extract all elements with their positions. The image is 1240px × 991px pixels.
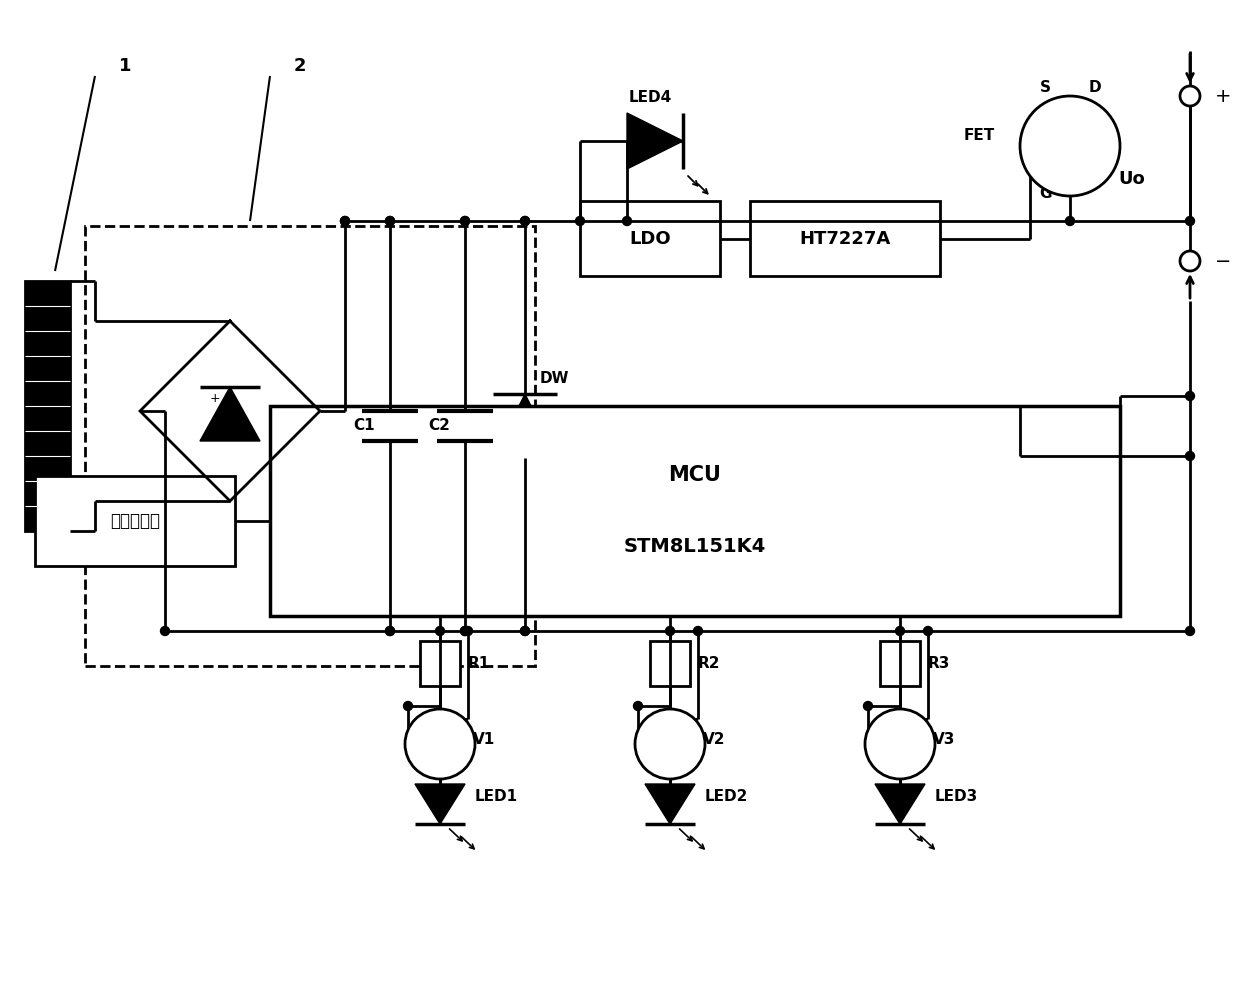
Text: HT7227A: HT7227A [800,230,890,248]
Bar [880,641,920,686]
Circle shape [1185,391,1194,400]
Circle shape [635,709,706,779]
Text: MCU: MCU [668,466,722,486]
Circle shape [341,216,350,226]
Circle shape [895,626,904,635]
Text: C1: C1 [353,418,374,433]
Circle shape [575,216,584,226]
Circle shape [460,626,470,635]
Circle shape [160,626,170,635]
Circle shape [403,702,413,711]
Polygon shape [415,784,465,824]
Circle shape [1185,452,1194,461]
Bar [420,641,460,686]
Circle shape [405,709,475,779]
Circle shape [386,626,394,635]
Circle shape [1185,626,1194,635]
Text: STM8L151K4: STM8L151K4 [624,537,766,556]
Text: LED1: LED1 [475,789,518,804]
Bar [35,476,236,566]
Text: C2: C2 [428,418,450,433]
Text: R3: R3 [928,656,950,671]
Text: LED4: LED4 [629,90,672,105]
Text: R1: R1 [467,656,490,671]
Text: G: G [1039,186,1052,201]
Circle shape [386,626,394,635]
Text: −: − [1215,252,1231,271]
Circle shape [1180,251,1200,271]
Circle shape [866,709,935,779]
Text: Uo: Uo [1118,169,1145,187]
Bar [25,281,69,531]
Circle shape [634,702,642,711]
Circle shape [460,216,470,226]
Text: +: + [1215,86,1231,105]
Circle shape [1021,96,1120,196]
Circle shape [460,626,470,635]
Circle shape [521,626,529,635]
Circle shape [521,216,529,226]
Text: D: D [1089,80,1101,95]
Bar [650,641,689,686]
Circle shape [464,626,472,635]
Polygon shape [627,113,683,169]
Text: 2: 2 [294,57,306,75]
Text: 温度传感器: 温度传感器 [110,512,160,530]
Text: LED3: LED3 [935,789,978,804]
Circle shape [1180,86,1200,106]
Text: V3: V3 [932,731,955,746]
Polygon shape [200,387,260,441]
Circle shape [622,216,631,226]
Polygon shape [875,784,925,824]
Text: LED2: LED2 [706,789,749,804]
Circle shape [386,216,394,226]
Text: FET: FET [963,129,994,144]
Bar [750,201,940,276]
Circle shape [666,626,675,635]
Polygon shape [494,394,557,458]
Polygon shape [645,784,694,824]
Text: S: S [1039,80,1050,95]
Circle shape [693,626,703,635]
Text: R2: R2 [698,656,720,671]
Circle shape [435,626,444,635]
Text: +: + [210,392,221,405]
Text: DW: DW [539,371,569,386]
Bar [270,406,1120,616]
Circle shape [521,216,529,226]
Text: LDO: LDO [629,230,671,248]
Text: V1: V1 [472,731,495,746]
Bar [86,226,534,666]
Circle shape [386,216,394,226]
Circle shape [924,626,932,635]
Text: 1: 1 [119,57,131,75]
Circle shape [521,626,529,635]
Circle shape [1065,216,1075,226]
Circle shape [863,702,873,711]
Bar [580,201,720,276]
Circle shape [341,216,350,226]
Circle shape [1185,216,1194,226]
Text: V2: V2 [703,731,725,746]
Circle shape [460,216,470,226]
